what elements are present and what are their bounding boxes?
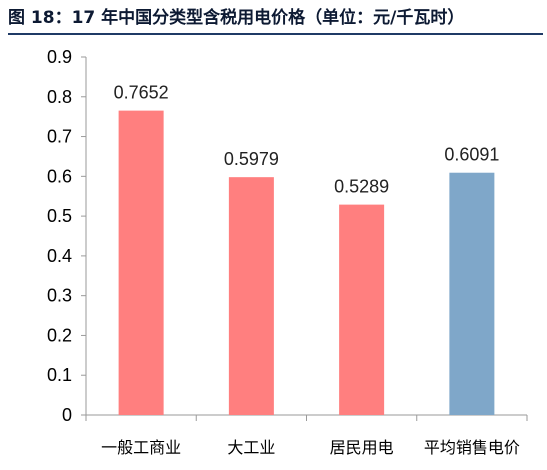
data-label: 0.5979 bbox=[224, 149, 279, 169]
bar bbox=[228, 177, 274, 415]
bar-series bbox=[118, 110, 495, 415]
chart-title: 图 18：17 年中国分类型含税用电价格（单位：元/千瓦时） bbox=[8, 8, 465, 28]
y-tick-label: 0.2 bbox=[47, 325, 72, 345]
bar bbox=[339, 204, 385, 415]
y-tick-label: 0.5 bbox=[47, 206, 72, 226]
y-tick-label: 0.4 bbox=[47, 246, 72, 266]
x-category-label: 一般工商业 bbox=[101, 438, 181, 457]
data-label: 0.5289 bbox=[334, 177, 389, 197]
x-category-label: 大工业 bbox=[227, 438, 275, 457]
y-tick-label: 0.6 bbox=[47, 166, 72, 186]
y-tick-label: 0 bbox=[62, 405, 72, 425]
y-tick-label: 0.8 bbox=[47, 87, 72, 107]
bar bbox=[449, 172, 495, 415]
data-label: 0.6091 bbox=[444, 145, 499, 165]
y-tick-label: 0.9 bbox=[47, 47, 72, 67]
y-tick-label: 0.3 bbox=[47, 286, 72, 306]
data-labels: 0.7652 一般工商业 0.5979 大工业 0.5289 居民用电 0.6091 平均销售… bbox=[101, 83, 520, 457]
x-category-label: 平均销售电价 bbox=[424, 438, 520, 457]
y-tick-label: 0.7 bbox=[47, 127, 72, 147]
chart-axes: 0 0.1 0.2 0.3 0.4 0.5 0.6 0.7 0.8 0.9 bbox=[47, 47, 528, 425]
title-underline bbox=[8, 33, 543, 35]
x-category-label: 居民用电 bbox=[330, 438, 394, 457]
y-tick-label: 0.1 bbox=[47, 365, 72, 385]
bar bbox=[118, 110, 164, 415]
data-label: 0.7652 bbox=[114, 83, 169, 103]
